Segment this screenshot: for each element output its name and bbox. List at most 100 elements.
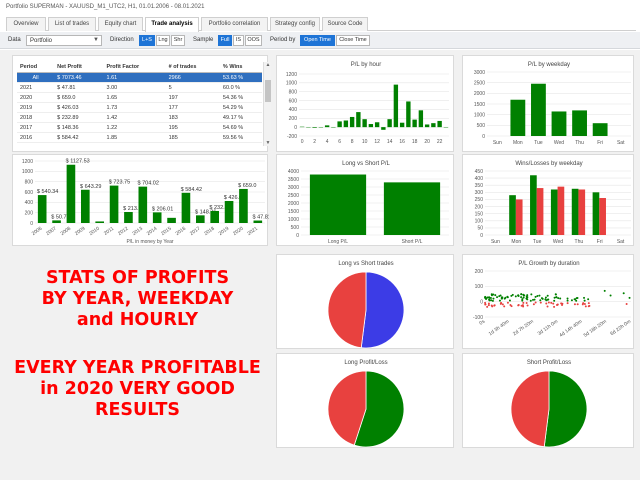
data-select[interactable]: Portfolio ▼ bbox=[26, 35, 102, 46]
direction-long-button[interactable]: Lng bbox=[156, 35, 170, 46]
table-row[interactable]: 2021 $ 47.81 3.00 5 60.0 % bbox=[17, 82, 262, 93]
x-tick-label: 2011 bbox=[103, 226, 115, 237]
y-tick-label: 3000 bbox=[474, 70, 485, 76]
data-label: $ 206.01 bbox=[152, 206, 173, 212]
x-tick-label: 8 bbox=[351, 139, 354, 145]
chart-title: P/L by hour bbox=[351, 62, 381, 68]
x-tick-label: Fri bbox=[597, 140, 603, 146]
pie-slice bbox=[360, 271, 405, 349]
scatter-point bbox=[501, 303, 504, 306]
bar bbox=[387, 119, 392, 128]
scrollbar-thumb[interactable] bbox=[265, 80, 271, 102]
y-tick-label: 1500 bbox=[288, 209, 299, 215]
x-tick-label: 2006 bbox=[31, 226, 44, 237]
table-row[interactable]: 2019 $ 426.03 1.73 177 54.29 % bbox=[17, 102, 262, 113]
y-tick-label: 1000 bbox=[286, 81, 297, 87]
long-profit-loss-panel: Long Profit/Loss bbox=[276, 353, 454, 448]
y-tick-label: 600 bbox=[289, 98, 298, 104]
promo-line: in 2020 VERY GOOD bbox=[40, 379, 235, 399]
bar bbox=[431, 123, 436, 128]
tab-overview[interactable]: Overview bbox=[6, 17, 46, 31]
period-close-time-button[interactable]: Close Time bbox=[336, 35, 370, 46]
y-tick-label: 1200 bbox=[286, 72, 297, 78]
bar bbox=[437, 120, 442, 128]
table-scrollbar[interactable]: ▲ ▼ bbox=[263, 62, 271, 146]
scatter-point bbox=[556, 303, 559, 306]
scatter-point bbox=[547, 301, 550, 304]
y-tick-label: 800 bbox=[289, 90, 298, 96]
y-tick-label: 500 bbox=[477, 123, 486, 129]
toolbar: Data Portfolio ▼ Direction L+S Lng Shr S… bbox=[0, 32, 640, 49]
x-tick-label: 2020 bbox=[232, 226, 245, 237]
scatter-point bbox=[531, 298, 534, 301]
table-row[interactable]: 2017 $ 148.36 1.22 195 54.69 % bbox=[17, 122, 262, 133]
long-short-pl-chart: Long vs Short P/L 0 500 1000 1500 2000 2500 300… bbox=[288, 161, 449, 245]
trade-analysis-content: Period Net Profit Profit Factor # of tra… bbox=[0, 50, 640, 480]
table-row[interactable]: All $ 7073.46 1.61 2966 53.63 % bbox=[17, 72, 262, 83]
y-tick-label: 2500 bbox=[288, 193, 299, 199]
table-cell: 2966 bbox=[165, 72, 220, 83]
tab-portfolio-correlation[interactable]: Portfolio correlation bbox=[201, 17, 268, 31]
column-header[interactable]: Period bbox=[17, 62, 55, 73]
long-vs-short-trades-chart: Long vs Short trades bbox=[327, 261, 405, 349]
x-tick-label: 2015 bbox=[160, 226, 173, 237]
y-tick-label: 0 bbox=[296, 233, 299, 239]
scatter-point bbox=[487, 302, 490, 305]
x-axis-label: P/L in money by Year bbox=[126, 239, 173, 245]
column-header[interactable]: # of trades bbox=[165, 62, 220, 73]
table-row[interactable]: 2020 $ 659.0 1.65 197 54.36 % bbox=[17, 92, 262, 103]
tab-list-of-trades[interactable]: List of trades bbox=[48, 17, 96, 31]
y-tick-label: 0 bbox=[480, 233, 483, 239]
table-cell: 59.56 % bbox=[219, 132, 262, 143]
column-header[interactable]: Net Profit bbox=[54, 62, 104, 73]
bar bbox=[167, 217, 176, 223]
sample-is-button[interactable]: IS bbox=[233, 35, 244, 46]
y-tick-label: 200 bbox=[475, 204, 484, 210]
period-open-time-button[interactable]: Open Time bbox=[300, 35, 335, 46]
table-cell: 183 bbox=[165, 112, 220, 123]
table-cell: $ 148.36 bbox=[54, 122, 104, 133]
direction-short-button[interactable]: Shr bbox=[171, 35, 185, 46]
scatter-point bbox=[500, 297, 503, 300]
table-cell: All bbox=[17, 72, 55, 83]
tab-source-code[interactable]: Source Code bbox=[322, 17, 368, 31]
y-tick-label: 250 bbox=[475, 197, 484, 203]
scatter-point bbox=[517, 294, 520, 297]
data-label: $ 704.02 bbox=[138, 181, 159, 187]
y-tick-label: 50 bbox=[477, 226, 483, 232]
scatter-point bbox=[582, 302, 585, 305]
tab-equity-chart[interactable]: Equity chart bbox=[98, 17, 143, 31]
table-row[interactable]: 2018 $ 232.89 1.42 183 49.17 % bbox=[17, 112, 262, 123]
tab-trade-analysis[interactable]: Trade analysis bbox=[145, 17, 199, 32]
scatter-point bbox=[583, 299, 586, 302]
scroll-up-icon[interactable]: ▲ bbox=[265, 62, 271, 68]
data-label: $ 723.75 bbox=[109, 180, 130, 186]
bar bbox=[196, 215, 205, 223]
chart-title: Long vs Short trades bbox=[338, 261, 393, 267]
column-header[interactable]: Profit Factor bbox=[103, 62, 166, 73]
table-cell: 5 bbox=[165, 82, 220, 93]
scatter-point bbox=[520, 304, 523, 307]
pie-slice bbox=[510, 370, 550, 448]
sample-full-button[interactable]: Full bbox=[218, 35, 232, 46]
scroll-down-icon[interactable]: ▼ bbox=[265, 140, 271, 146]
bar bbox=[362, 119, 367, 128]
bar bbox=[368, 124, 374, 128]
bar bbox=[412, 119, 417, 128]
bar bbox=[181, 192, 191, 223]
bar bbox=[356, 112, 361, 128]
sample-oos-button[interactable]: OOS bbox=[245, 35, 262, 46]
x-tick-label: Wed bbox=[554, 140, 564, 146]
scatter-point bbox=[555, 296, 558, 299]
column-header[interactable]: % Wins bbox=[219, 62, 262, 73]
table-cell: 1.42 bbox=[103, 112, 166, 123]
scatter-point bbox=[488, 299, 491, 302]
data-label: $ 148.36 bbox=[195, 209, 216, 215]
short-profit-loss-panel: Short Profit/Loss bbox=[462, 353, 634, 448]
tab-strategy-config[interactable]: Strategy config bbox=[270, 17, 320, 31]
table-row[interactable]: 2016 $ 584.42 1.85 185 59.56 % bbox=[17, 132, 262, 143]
table-cell: 54.29 % bbox=[219, 102, 262, 113]
direction-ls-button[interactable]: L+S bbox=[139, 35, 155, 46]
pl-by-hour-chart: P/L by hour -200 0 200 400 600 800 1000 1200 0 2 4 6… bbox=[286, 62, 449, 145]
scatter-point bbox=[587, 302, 590, 305]
